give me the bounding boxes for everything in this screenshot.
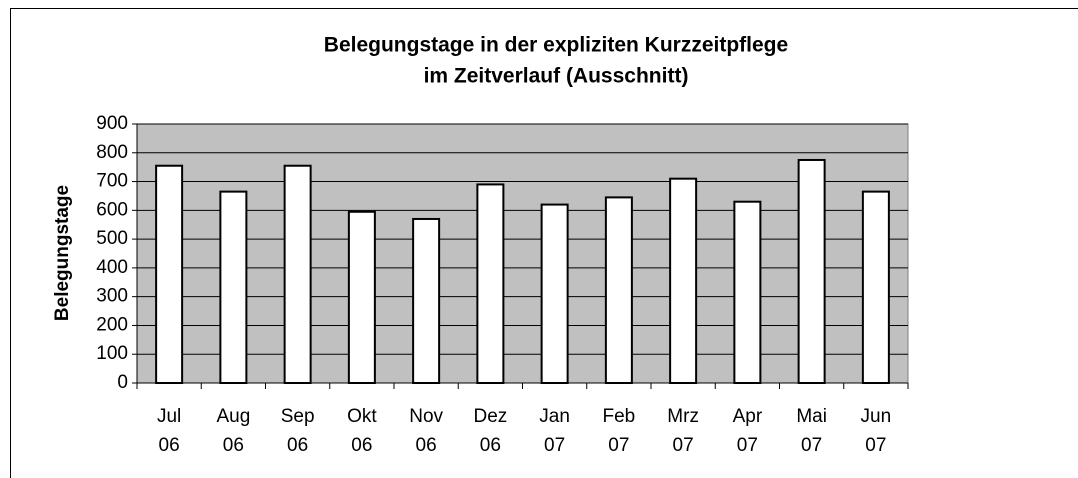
bar	[155, 164, 184, 384]
y-tick-label: 600	[96, 199, 128, 220]
y-tick-label: 800	[96, 142, 128, 163]
chart-title: im Zeitverlauf (Ausschnitt)	[424, 65, 689, 88]
x-tick-label: 06	[287, 435, 308, 456]
bar	[412, 217, 441, 384]
x-tick-label: 07	[608, 435, 629, 456]
chart-title: Belegungstage in der expliziten Kurzzeit…	[324, 34, 788, 57]
y-tick-label: 900	[96, 113, 128, 134]
bar	[797, 158, 826, 384]
x-tick-label: Aug	[216, 406, 250, 427]
x-tick-label: 06	[480, 435, 501, 456]
y-tick-label: 100	[96, 343, 128, 364]
bar	[219, 190, 248, 384]
bar	[669, 177, 698, 384]
x-tick-label: 07	[544, 435, 565, 456]
bar	[540, 203, 569, 384]
bar	[733, 200, 762, 384]
x-tick-label: Mrz	[667, 406, 699, 427]
x-tick-label: Okt	[347, 406, 377, 427]
x-tick-label: Jul	[157, 406, 181, 427]
x-tick-label: 07	[865, 435, 886, 456]
y-tick-label: 0	[117, 372, 128, 393]
x-tick-label: 06	[351, 435, 372, 456]
y-tick-label: 400	[96, 257, 128, 278]
x-tick-label: Feb	[603, 406, 636, 427]
x-tick-label: 07	[673, 435, 694, 456]
x-tick-label: 07	[801, 435, 822, 456]
x-tick-label: Mai	[796, 406, 827, 427]
bar	[861, 190, 890, 384]
x-tick-label: Dez	[473, 406, 507, 427]
x-tick-label: 06	[416, 435, 437, 456]
bar	[604, 196, 633, 384]
y-tick-label: 700	[96, 171, 128, 192]
bar	[476, 183, 505, 384]
bar	[283, 164, 312, 384]
plot-area	[136, 123, 909, 384]
x-tick-label: 06	[223, 435, 244, 456]
x-tick-label: Jan	[539, 406, 570, 427]
x-tick-label: Nov	[409, 406, 443, 427]
x-tick-label: 07	[737, 435, 758, 456]
y-tick-label: 500	[96, 228, 128, 249]
x-tick-label: Apr	[733, 406, 763, 427]
y-axis-label: Belegungstage	[52, 185, 73, 321]
x-tick-label: Sep	[281, 406, 315, 427]
y-tick-label: 200	[96, 314, 128, 335]
x-tick-label: Jun	[861, 406, 892, 427]
bar	[347, 210, 376, 384]
y-tick-label: 300	[96, 286, 128, 307]
x-tick-label: 06	[159, 435, 180, 456]
